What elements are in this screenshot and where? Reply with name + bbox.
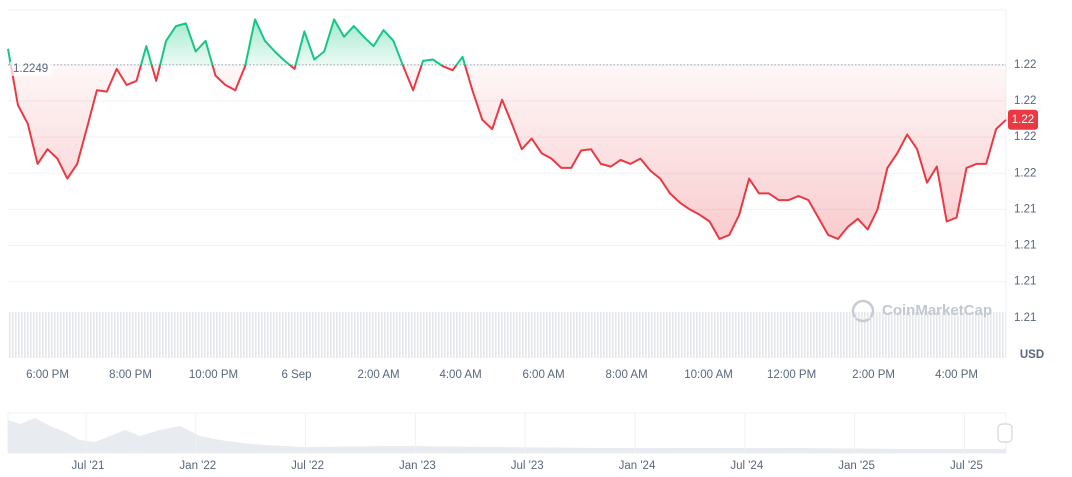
y-tick-label: 1.21 xyxy=(1014,203,1036,215)
navigator-label: Jul '21 xyxy=(72,460,105,472)
x-tick-label: 10:00 AM xyxy=(684,369,733,381)
watermark: CoinMarketCap xyxy=(851,299,992,323)
x-tick-label: 10:00 PM xyxy=(189,369,238,381)
current-price-badge xyxy=(1008,109,1038,130)
x-tick-label: 2:00 AM xyxy=(357,369,399,381)
navigator-label: Jul '22 xyxy=(291,460,324,472)
navigator-label: Jul '24 xyxy=(730,460,763,472)
x-tick-label: 6 Sep xyxy=(281,369,311,381)
price-line xyxy=(7,18,1007,240)
baseline-label: 1.2249 xyxy=(13,63,48,75)
x-tick-label: 4:00 PM xyxy=(935,369,978,381)
navigator-label: Jul '25 xyxy=(950,460,983,472)
price-area xyxy=(8,19,1006,239)
y-tick-label: 1.22 xyxy=(1014,131,1036,143)
y-tick-label: 1.21 xyxy=(1014,240,1036,252)
x-tick-label: 4:00 AM xyxy=(439,369,481,381)
y-tick-label: 1.22 xyxy=(1014,95,1036,107)
current-price-label: 1.22 xyxy=(1012,114,1034,126)
watermark-text: CoinMarketCap xyxy=(882,302,992,319)
x-tick-label: 6:00 AM xyxy=(522,369,564,381)
y-tick-label: 1.22 xyxy=(1014,167,1036,179)
y-tick-label: 1.21 xyxy=(1014,312,1036,324)
x-tick-label: 8:00 AM xyxy=(605,369,647,381)
currency-label: USD xyxy=(1020,349,1044,361)
y-tick-label: 1.22 xyxy=(1014,59,1036,71)
navigator-label: Jul '23 xyxy=(511,460,544,472)
navigator-label: Jan '25 xyxy=(838,460,875,472)
x-tick-label: 2:00 PM xyxy=(852,369,895,381)
navigator-label: Jan '24 xyxy=(619,460,656,472)
x-tick-label: 6:00 PM xyxy=(26,369,69,381)
navigator-labels: Jul '21 Jan '22 Jul '22 Jan '23 Jul '23 Jan '… xyxy=(72,413,983,472)
navigator-label: Jan '23 xyxy=(399,460,436,472)
navigator-label: Jan '22 xyxy=(179,460,216,472)
baseline-label-bg xyxy=(10,61,52,76)
navigator-handle[interactable] xyxy=(997,423,1013,443)
navigator-area xyxy=(8,418,1006,453)
x-tick-label: 8:00 PM xyxy=(109,369,152,381)
navigator xyxy=(7,412,1013,454)
watermark-logo xyxy=(851,299,875,323)
volume-area xyxy=(8,312,1006,358)
x-tick-label: 12:00 PM xyxy=(767,369,816,381)
y-tick-label: 1.21 xyxy=(1014,276,1036,288)
